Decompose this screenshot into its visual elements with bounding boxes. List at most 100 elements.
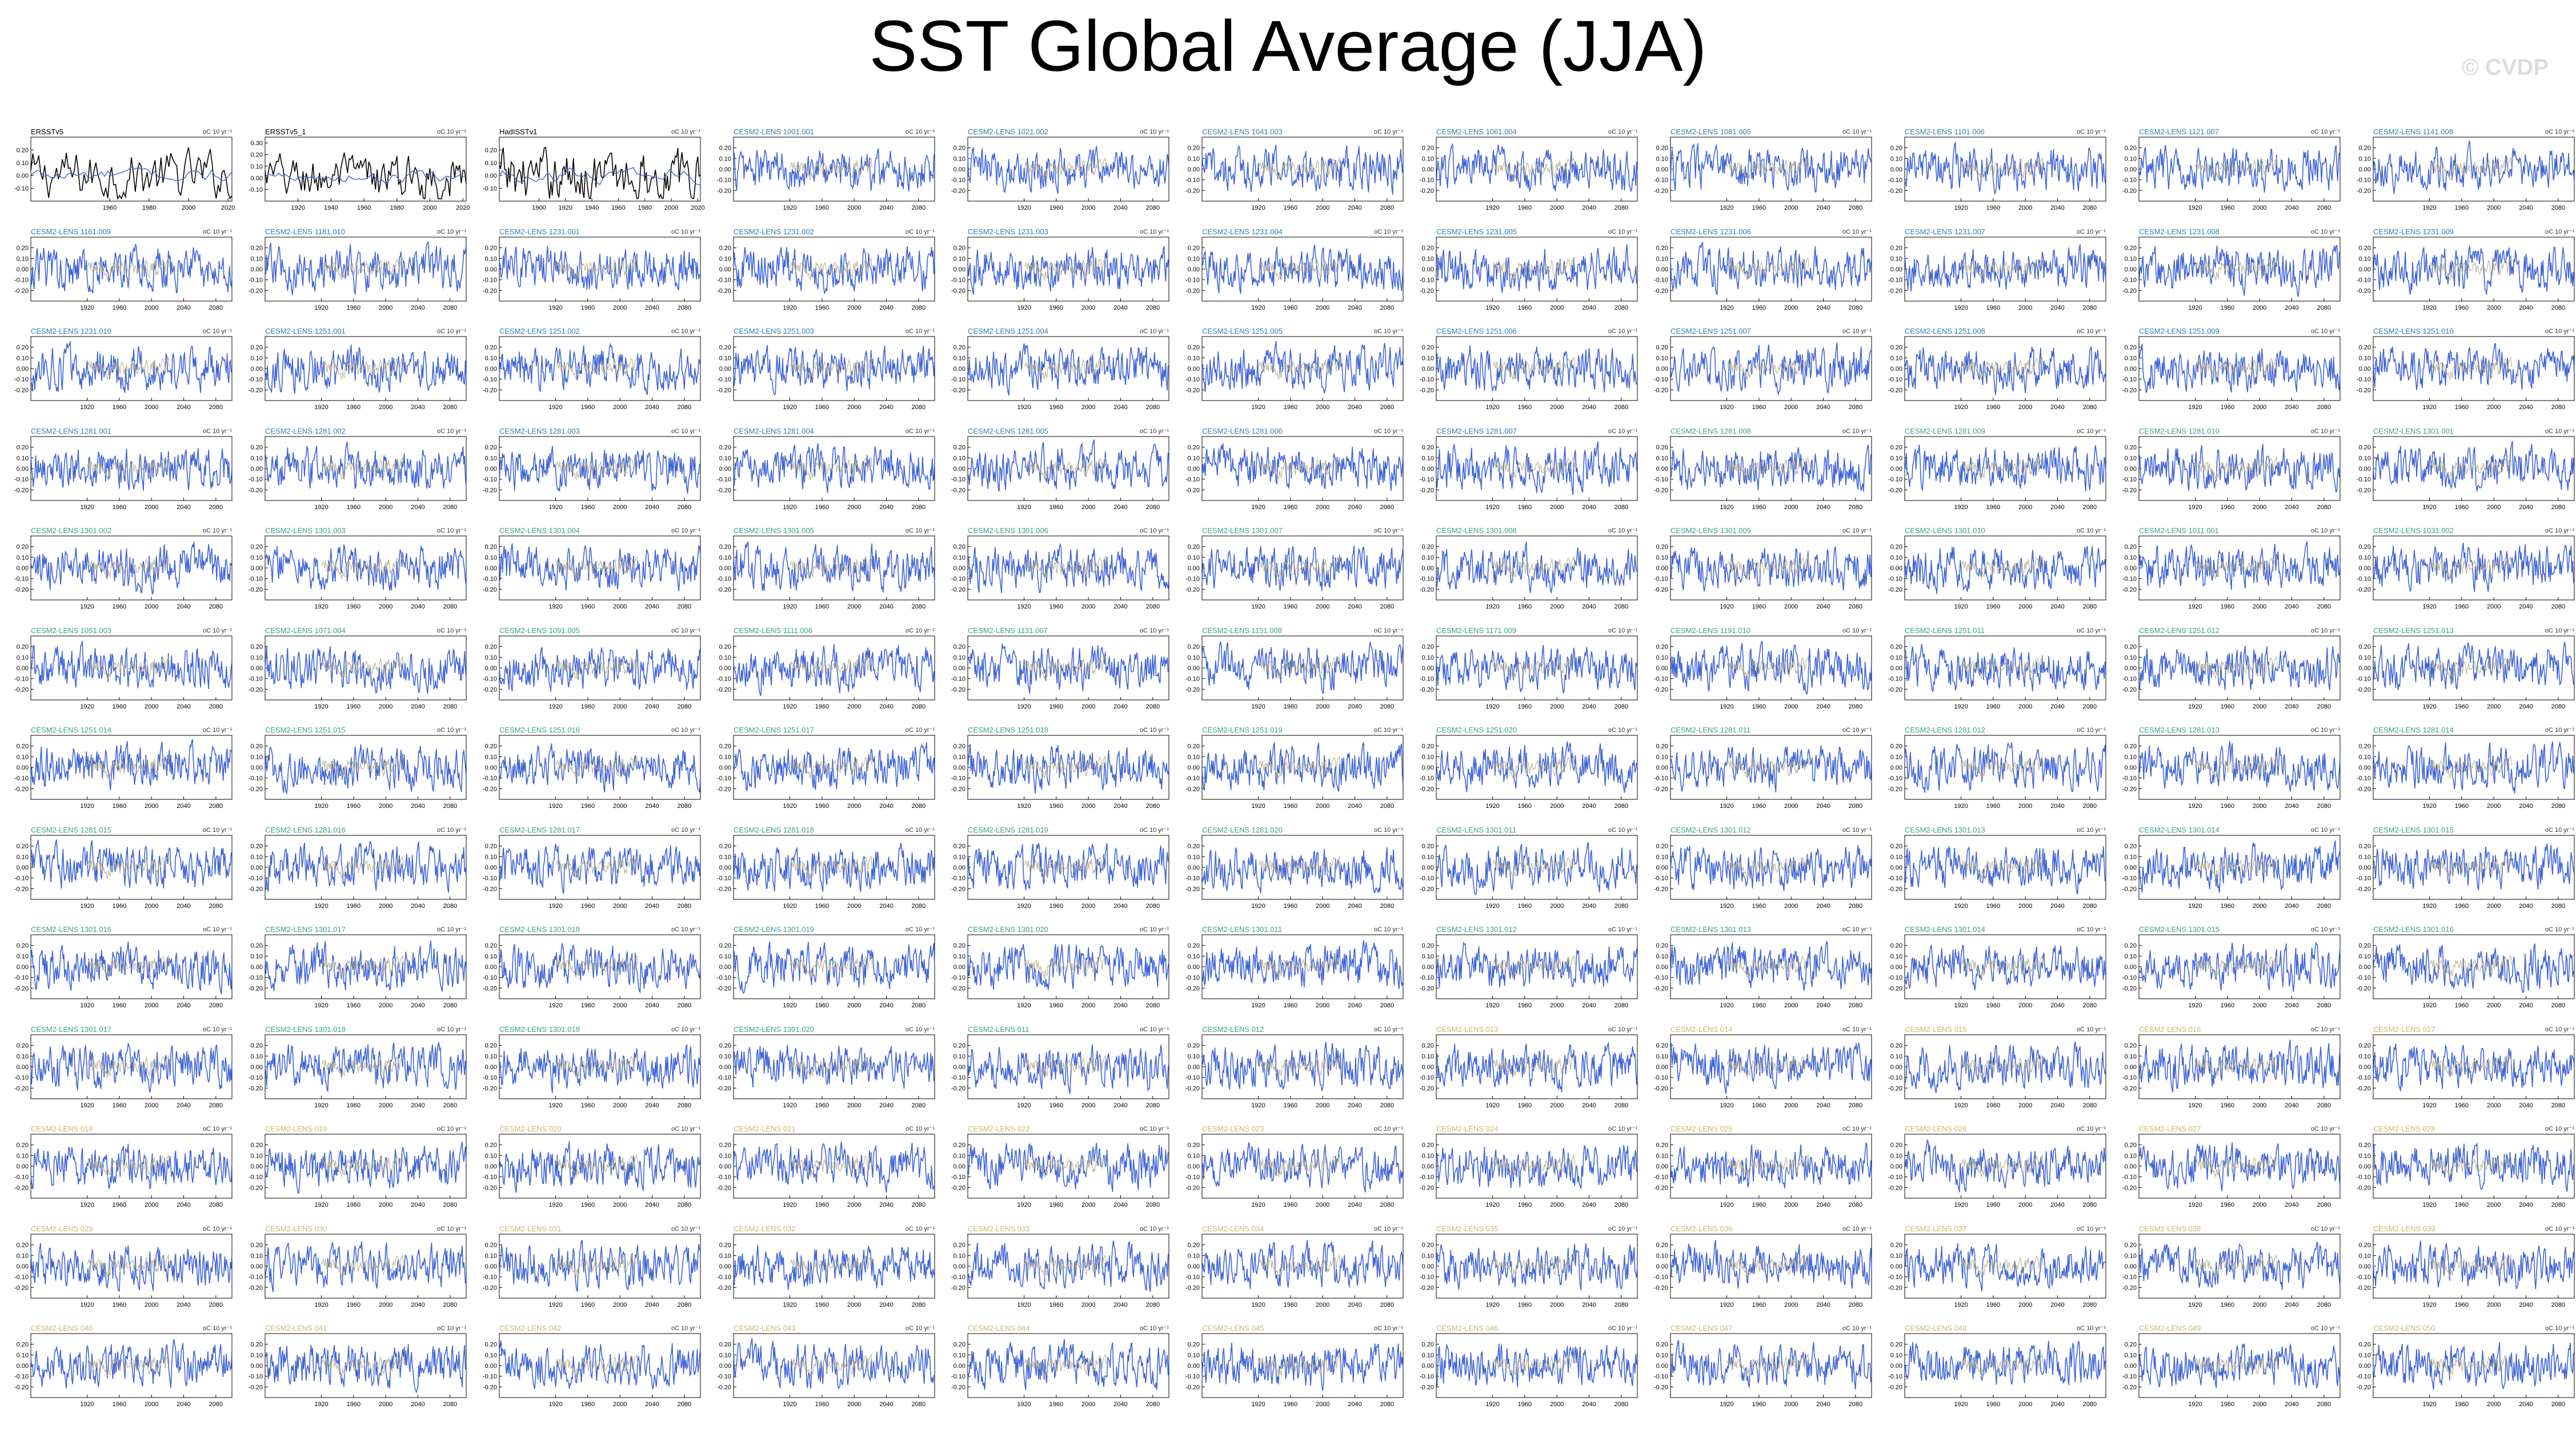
- x-tick-label: 1920: [559, 205, 572, 211]
- timeseries-panel: CESM2-LENS 046 oC 10 yr⁻¹ 0.20 0.10 0.00 -0.1…: [1413, 1318, 1642, 1415]
- y-tick-label: 0.00: [2359, 1363, 2371, 1370]
- observed-overlay-line: [1024, 157, 1107, 181]
- y-tick-label: 0.10: [719, 554, 731, 561]
- series-line: [499, 942, 701, 994]
- y-tick-label: -0.10: [1654, 476, 1668, 483]
- y-tick-label: -0.10: [1185, 177, 1200, 184]
- x-tick-label: 1960: [347, 1302, 360, 1308]
- series-line: [1670, 241, 1872, 295]
- x-tick-label: 2000: [379, 903, 392, 910]
- x-tick-label: 2000: [2487, 1302, 2501, 1308]
- x-tick-label: 2080: [678, 703, 691, 710]
- observed-overlay-line: [790, 455, 872, 481]
- y-tick-label: -0.10: [2357, 875, 2371, 882]
- panel-units: oC 10 yr⁻¹: [1139, 727, 1169, 734]
- x-tick-label: 1960: [1986, 603, 2000, 610]
- y-tick-label: 0.10: [954, 854, 966, 860]
- panel-title: CESM2-LENS 1301.015: [2139, 925, 2220, 934]
- x-tick-label: 1960: [347, 504, 360, 511]
- x-tick-label: 1920: [1017, 1102, 1031, 1109]
- y-tick-label: -0.20: [717, 387, 731, 394]
- y-tick-label: 0.20: [2125, 1142, 2137, 1149]
- x-tick-label: 2040: [645, 803, 659, 810]
- x-tick-label: 2040: [879, 305, 893, 311]
- x-tick-label: 1960: [1518, 205, 1532, 211]
- x-tick-label: 2040: [1113, 1302, 1127, 1308]
- x-tick-label: 2040: [2285, 603, 2298, 610]
- x-tick-label: 1920: [2422, 1002, 2436, 1009]
- y-tick-label: 0.00: [17, 366, 29, 373]
- x-tick-label: 1960: [1986, 1202, 2000, 1208]
- timeseries-panel: CESM2-LENS 1251.004 oC 10 yr⁻¹ 0.20 0.10 0.0…: [945, 321, 1173, 418]
- x-tick-label: 2040: [645, 404, 659, 411]
- x-tick-label: 1920: [2422, 1401, 2436, 1408]
- x-tick-label: 2000: [847, 205, 861, 211]
- y-tick-label: 0.00: [251, 266, 263, 273]
- timeseries-panel: CESM2-LENS 041 oC 10 yr⁻¹ 0.20 0.10 0.00 -0.1…: [242, 1318, 471, 1415]
- y-tick-label: 0.20: [719, 544, 731, 551]
- x-tick-label: 2080: [2317, 504, 2331, 511]
- series-line: [1201, 846, 1404, 894]
- y-tick-label: 0.20: [485, 1242, 497, 1248]
- x-tick-label: 1920: [80, 903, 94, 910]
- y-tick-label: 0.00: [1188, 1163, 1200, 1170]
- y-tick-label: 0.10: [1656, 1252, 1668, 1259]
- y-tick-label: -0.10: [951, 1074, 966, 1081]
- y-tick-label: -0.20: [2122, 487, 2137, 494]
- x-tick-label: 2080: [443, 803, 457, 810]
- y-tick-label: 0.20: [1422, 345, 1434, 351]
- x-tick-label: 2000: [1550, 703, 1564, 710]
- timeseries-panel: CESM2-LENS 1251.020 oC 10 yr⁻¹ 0.20 0.10 0.0…: [1413, 719, 1642, 816]
- x-tick-label: 2040: [411, 1302, 424, 1308]
- x-tick-label: 1960: [1986, 1002, 2000, 1009]
- plot-frame: [1201, 1034, 1404, 1099]
- x-tick-label: 2040: [2285, 803, 2298, 810]
- x-tick-label: 2000: [1081, 205, 1095, 211]
- y-tick-label: -0.20: [483, 1284, 497, 1291]
- y-tick-label: 0.20: [1422, 643, 1434, 650]
- y-tick-label: 0.20: [1656, 1042, 1668, 1049]
- x-tick-label: 2040: [2519, 1401, 2533, 1408]
- series-line: [265, 840, 467, 892]
- x-tick-label: 1920: [2422, 703, 2436, 710]
- y-tick-label: 0.10: [2359, 255, 2371, 262]
- y-tick-label: 0.10: [2359, 554, 2371, 561]
- y-tick-label: 0.00: [954, 1363, 966, 1370]
- y-tick-label: 0.20: [719, 345, 731, 351]
- x-tick-label: 2040: [2285, 1202, 2298, 1208]
- timeseries-panel: CESM2-LENS 1301.020 oC 10 yr⁻¹ 0.20 0.10 0.0…: [711, 1019, 939, 1116]
- panel-title: CESM2-LENS 1301.020: [734, 1024, 814, 1034]
- panel-title: CESM2-LENS 1281.014: [2373, 726, 2454, 734]
- y-tick-label: -0.20: [1654, 886, 1668, 892]
- x-tick-label: 2040: [1113, 803, 1127, 810]
- x-tick-label: 1920: [1954, 1302, 1968, 1308]
- series-line: [30, 147, 233, 200]
- timeseries-panel: CESM2-LENS 1231.004 oC 10 yr⁻¹ 0.20 0.10 0.0…: [1179, 221, 1408, 318]
- y-tick-label: 0.00: [1890, 1263, 1902, 1270]
- x-tick-label: 1900: [532, 205, 546, 211]
- y-tick-label: 0.20: [1422, 544, 1434, 551]
- panel-units: oC 10 yr⁻¹: [2310, 1325, 2340, 1332]
- y-tick-label: 0.10: [1890, 1053, 1902, 1060]
- x-tick-label: 2040: [1113, 404, 1127, 411]
- series-line: [2138, 343, 2341, 393]
- x-tick-label: 1960: [815, 603, 829, 610]
- panel-title: CESM2-LENS 1281.002: [265, 426, 346, 435]
- panel-title: CESM2-LENS 026: [1905, 1124, 1967, 1133]
- series-line: [2138, 1343, 2341, 1388]
- x-tick-label: 1960: [2221, 1302, 2234, 1308]
- y-tick-label: 0.20: [1188, 843, 1200, 850]
- x-tick-label: 2040: [1816, 305, 1830, 311]
- y-tick-label: 0.10: [954, 1152, 966, 1159]
